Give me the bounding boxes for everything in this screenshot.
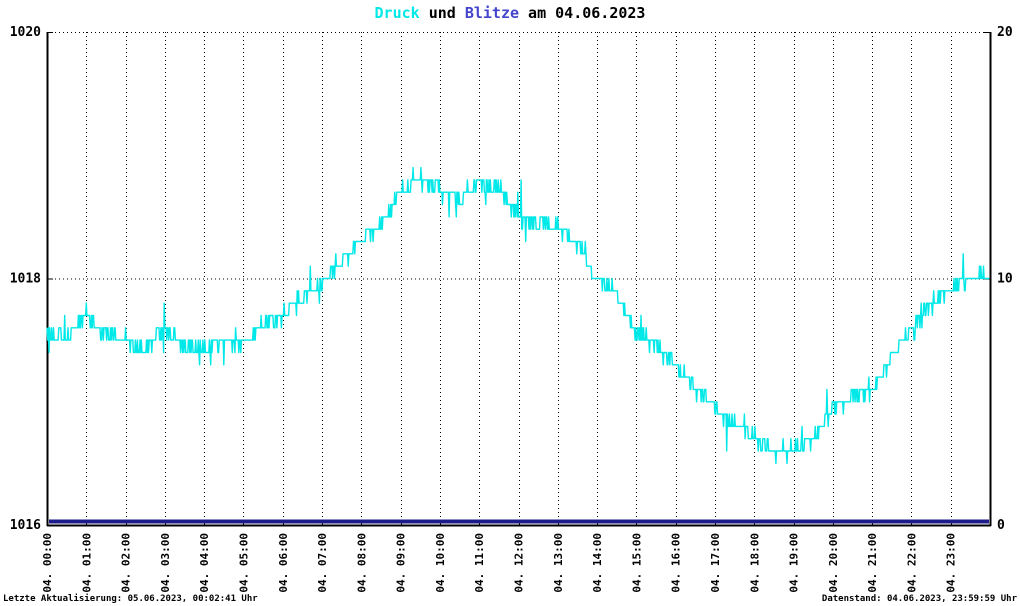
footer-data-status: Datenstand: 04.06.2023, 23:59:59 Uhr bbox=[821, 594, 1017, 604]
title-druck-series-label: Druck bbox=[374, 4, 420, 22]
chart-title: Druck und Blitze am 04.06.2023 bbox=[0, 4, 1020, 22]
y-right-tick-label: 20 bbox=[997, 25, 1013, 40]
y-right-tick-label: 10 bbox=[997, 272, 1013, 287]
x-tick-label: 04. 10:00 bbox=[434, 533, 447, 593]
x-tick-label: 04. 06:00 bbox=[277, 533, 290, 593]
x-tick-label: 04. 19:00 bbox=[788, 533, 801, 593]
x-tick-label: 04. 22:00 bbox=[905, 533, 918, 593]
x-tick-label: 04. 11:00 bbox=[473, 533, 486, 593]
title-blitze-series-label: Blitze bbox=[464, 4, 520, 22]
y-left-tick-label: 1020 bbox=[10, 25, 41, 40]
x-tick-label: 04. 21:00 bbox=[866, 533, 879, 593]
x-tick-label: 04. 15:00 bbox=[630, 533, 643, 593]
x-tick-label: 04. 04:00 bbox=[198, 533, 211, 593]
y-right-tick-label: 0 bbox=[997, 518, 1005, 533]
y-left-tick-label: 1018 bbox=[10, 272, 41, 287]
title-und-text: und bbox=[419, 4, 465, 22]
x-tick-label: 04. 08:00 bbox=[355, 533, 368, 593]
x-tick-label: 04. 18:00 bbox=[748, 533, 761, 593]
x-tick-label: 04. 16:00 bbox=[670, 533, 683, 593]
x-tick-label: 04. 09:00 bbox=[395, 533, 408, 593]
x-tick-label: 04. 12:00 bbox=[513, 533, 526, 593]
x-tick-label: 04. 05:00 bbox=[237, 533, 250, 593]
x-tick-label: 04. 17:00 bbox=[709, 533, 722, 593]
x-tick-label: 04. 07:00 bbox=[316, 533, 329, 593]
x-tick-label: 04. 13:00 bbox=[552, 533, 565, 593]
x-tick-label: 04. 02:00 bbox=[120, 533, 133, 593]
x-tick-label: 04. 14:00 bbox=[591, 533, 604, 593]
title-date-text: am 04.06.2023 bbox=[519, 4, 646, 22]
x-tick-label: 04. 20:00 bbox=[827, 533, 840, 593]
footer-last-update: Letzte Aktualisierung: 05.06.2023, 00:02… bbox=[3, 594, 258, 604]
y-left-tick-label: 1016 bbox=[10, 518, 41, 533]
x-tick-label: 04. 00:00 bbox=[41, 533, 54, 593]
druck-pressure-line bbox=[46, 166, 990, 465]
x-tick-label: 04. 03:00 bbox=[159, 533, 172, 593]
x-tick-label: 04. 01:00 bbox=[80, 533, 93, 593]
x-tick-label: 04. 23:00 bbox=[945, 533, 958, 593]
